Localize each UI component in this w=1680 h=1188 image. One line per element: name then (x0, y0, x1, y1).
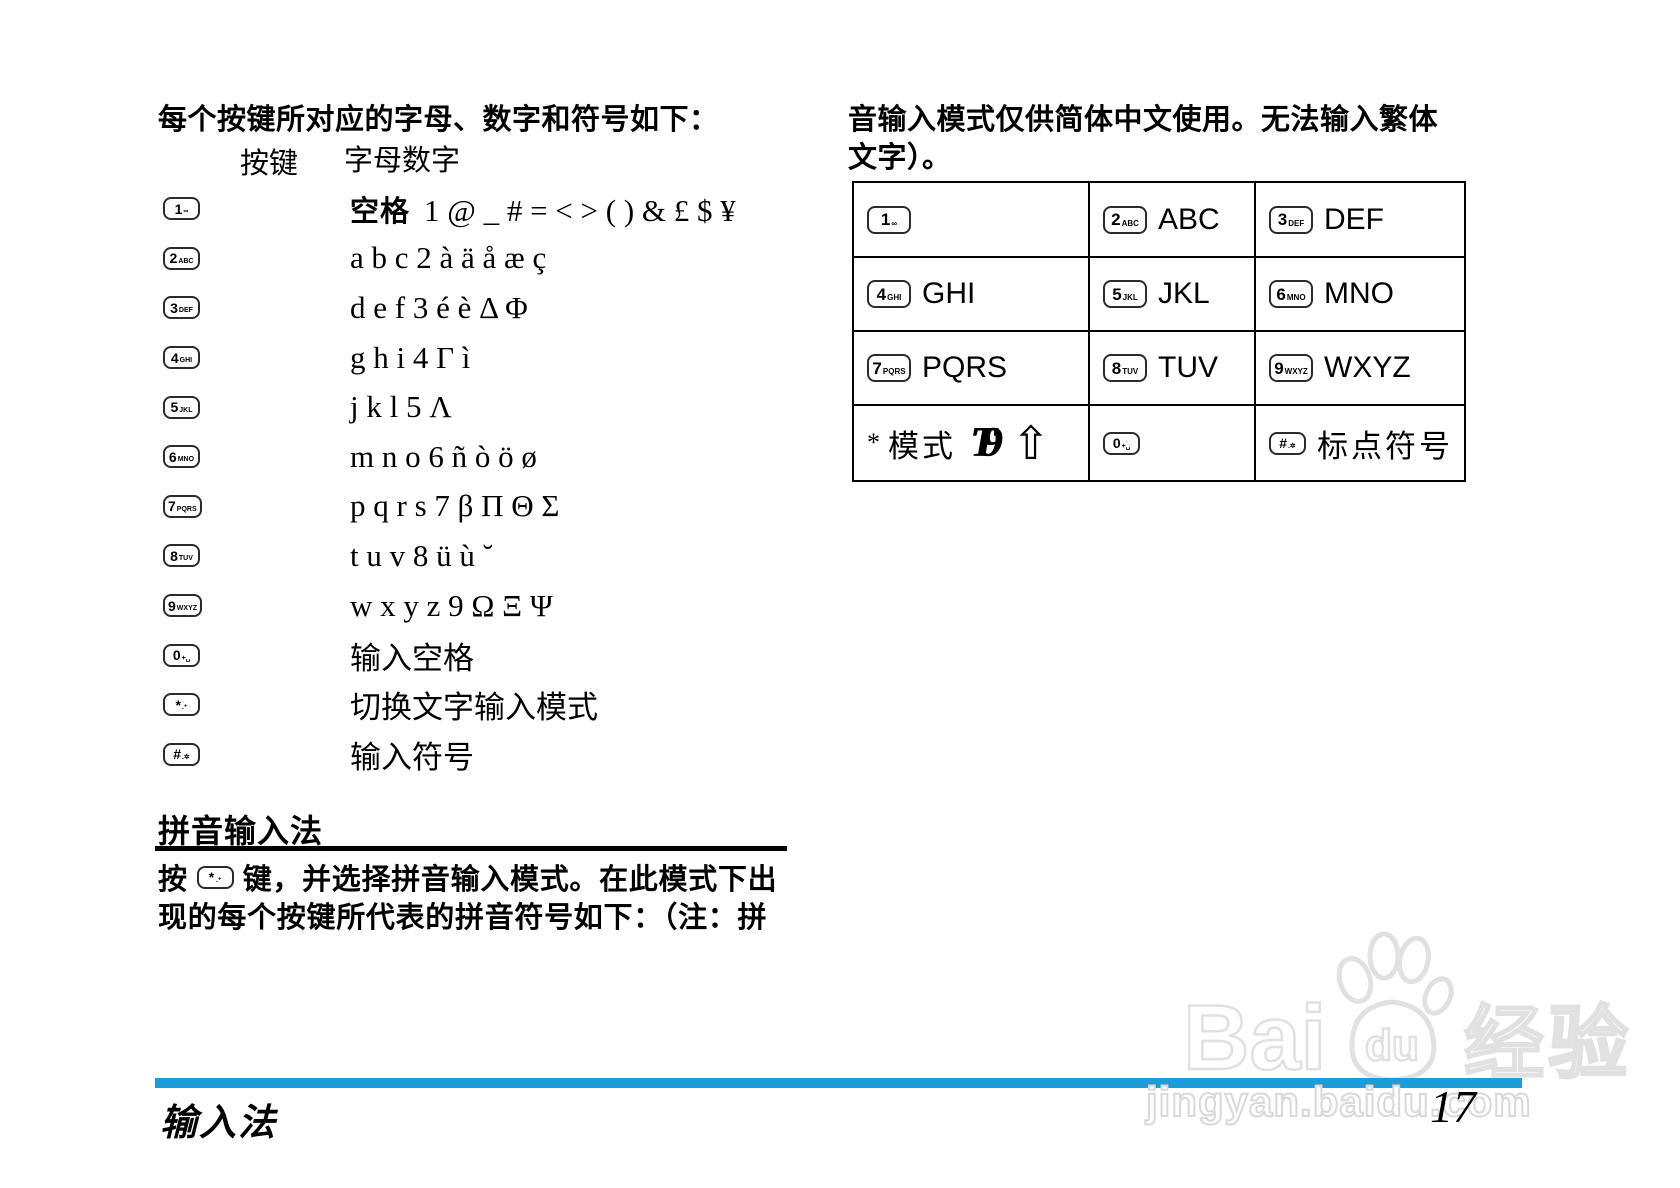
pinyin-keypad-table: 1 ∞ 2 ABC ABC 3 DEF DEF 4 GHI GHI 5 JKL JKL 6… (852, 181, 1466, 482)
key-mapping-row: # .✲ 输入符号 (163, 730, 823, 780)
keypad-key-1-icon: 1 ∞ (163, 197, 200, 221)
keypad-key-star-icon: * .⁺ (163, 693, 200, 717)
chars-column-header: 字母数字 (344, 145, 461, 177)
keypad-key-2-icon: 2 ABC (1103, 205, 1147, 234)
key-mapping-list: 1 ∞ 空格 1 @ _ # = < > ( ) & £ $ ¥ 2 ABC a b … (163, 184, 823, 779)
star-symbol: * (867, 428, 880, 457)
keypad-cell-4: 4 GHI GHI (854, 258, 1090, 332)
key-mapping-row: 9 WXYZ w x y z 9 Ω Ξ Ψ (163, 581, 823, 631)
keypad-cell-9: 9 WXYZ WXYZ (1256, 332, 1464, 406)
key-characters: m n o 6 ñ ò ö ø (350, 438, 537, 474)
t9-pinyin-mode-icon: T9 (970, 420, 1002, 466)
keypad-key-3-icon: 3 DEF (163, 296, 200, 320)
baidu-paw-icon: du (1336, 931, 1454, 1083)
keypad-key-9-icon: 9 WXYZ (1269, 354, 1313, 382)
keypad-cell-2: 2 ABC ABC (1090, 183, 1256, 258)
key-characters: j k l 5 Λ (350, 389, 452, 425)
keypad-cell-star-mode: * 模式 T9 ⇧ (854, 406, 1090, 480)
keypad-key-4-icon: 4 GHI (163, 346, 200, 370)
keypad-key-7-icon: 7 PQRS (163, 494, 202, 518)
keypad-key-8-icon: 8 TUV (163, 544, 200, 568)
watermark-url: jingyan.baidu.com (1145, 1077, 1532, 1126)
key-mapping-row: 5 JKL j k l 5 Λ (163, 382, 823, 432)
keypad-cell-1: 1 ∞ (854, 183, 1090, 258)
shift-arrow-icon: ⇧ (1011, 416, 1051, 470)
key-mapping-row: 8 TUV t u v 8 ü ù ˘ (163, 531, 823, 581)
keypad-cell-8: 8 TUV TUV (1090, 332, 1256, 406)
baidu-jingyan-watermark-logo: Bai du 经验 (1182, 928, 1633, 1089)
cell-label: MNO (1324, 277, 1394, 310)
keypad-key-2-icon: 2 ABC (163, 246, 200, 270)
key-characters: a b c 2 à ä å æ ç (350, 240, 547, 276)
cell-label: JKL (1158, 277, 1210, 310)
keypad-key-hash-icon: # .✲ (1269, 431, 1306, 455)
key-mapping-row: 2 ABC a b c 2 à ä å æ ç (163, 234, 823, 284)
key-mapping-row: 7 PQRS p q r s 7 β Π Θ Σ (163, 482, 823, 532)
keypad-key-8-icon: 8 TUV (1103, 354, 1147, 382)
keypad-key-4-icon: 4 GHI (867, 280, 911, 308)
key-characters: 切换文字输入模式 (350, 690, 598, 726)
key-characters: 空格 1 @ _ # = < > ( ) & £ $ ¥ (350, 192, 736, 228)
keypad-key-0-icon: 0 +␣ (163, 643, 200, 667)
key-characters: t u v 8 ü ù ˘ (350, 537, 493, 573)
cell-label: 标点符号 (1317, 428, 1453, 464)
key-mapping-row: 1 ∞ 空格 1 @ _ # = < > ( ) & £ $ ¥ (163, 184, 823, 234)
key-characters: d e f 3 é è Δ Φ (350, 289, 528, 325)
watermark-jingyan-text: 经验 (1463, 999, 1633, 1088)
keypad-cell-hash: # .✲ 标点符号 (1256, 406, 1464, 480)
keypad-cell-3: 3 DEF DEF (1256, 183, 1464, 258)
right-paragraph-line2: 文字）。 (848, 142, 952, 174)
watermark-du-text: du (1365, 1021, 1419, 1070)
key-characters: 输入空格 (350, 640, 474, 676)
cell-label: DEF (1324, 202, 1384, 236)
cell-label: WXYZ (1324, 351, 1411, 384)
pinyin-section-heading: 拼音输入法 (158, 813, 324, 849)
keypad-key-3-icon: 3 DEF (1269, 205, 1313, 234)
keypad-key-hash-icon: # .✲ (163, 742, 200, 766)
key-mapping-row: * .⁺ 切换文字输入模式 (163, 680, 823, 730)
key-mapping-row: 3 DEF d e f 3 é è Δ Φ (163, 283, 823, 333)
keypad-key-7-icon: 7 PQRS (867, 354, 911, 382)
keypad-key-6-icon: 6 MNO (163, 445, 200, 469)
keypad-key-6-icon: 6 MNO (1269, 280, 1313, 308)
cell-label: PQRS (922, 351, 1008, 384)
right-paragraph-line1: 音输入模式仅供简体中文使用。无法输入繁体 (848, 104, 1439, 136)
key-characters: p q r s 7 β Π Θ Σ (350, 488, 560, 524)
key-characters: g h i 4 Γ ì (350, 339, 471, 375)
cell-label: ABC (1158, 202, 1220, 236)
key-mapping-row: 0 +␣ 输入空格 (163, 630, 823, 680)
footer-accent-bar (155, 1078, 1522, 1088)
keypad-key-1-icon: 1 ∞ (867, 205, 911, 234)
key-characters: 输入符号 (350, 739, 474, 775)
pinyin-paragraph-line1: 按 * .⁺ 键，并选择拼音输入模式。在此模式下出 (158, 864, 778, 896)
key-mapping-row: 4 GHI g h i 4 Γ ì (163, 333, 823, 383)
keypad-cell-7: 7 PQRS PQRS (854, 332, 1090, 406)
cell-label: GHI (922, 277, 976, 310)
watermark-bai-text: Bai (1182, 986, 1328, 1089)
cell-label: TUV (1158, 351, 1218, 384)
key-column-header: 按键 (240, 148, 299, 180)
keypad-key-0-icon: 0 +␣ (1103, 431, 1140, 455)
keypad-key-5-icon: 5 JKL (163, 395, 200, 419)
footer-section-title: 输入法 (160, 1102, 277, 1143)
pinyin-paragraph-line2: 现的每个按键所代表的拼音符号如下：（注：拼 (158, 902, 768, 934)
keypad-cell-5: 5 JKL JKL (1090, 258, 1256, 332)
keypad-key-5-icon: 5 JKL (1103, 280, 1147, 308)
key-characters: w x y z 9 Ω Ξ Ψ (350, 587, 553, 623)
keypad-key-9-icon: 9 WXYZ (163, 594, 203, 618)
keypad-cell-6: 6 MNO MNO (1256, 258, 1464, 332)
page-number: 17 (1430, 1081, 1476, 1132)
section-divider (155, 846, 787, 851)
keypad-cell-0: 0 +␣ (1090, 406, 1256, 480)
mode-label: 模式 (888, 428, 956, 464)
left-heading: 每个按键所对应的字母、数字和符号如下： (158, 104, 719, 136)
keypad-key-star-icon: * .⁺ (196, 865, 234, 889)
key-mapping-row: 6 MNO m n o 6 ñ ò ö ø (163, 432, 823, 482)
